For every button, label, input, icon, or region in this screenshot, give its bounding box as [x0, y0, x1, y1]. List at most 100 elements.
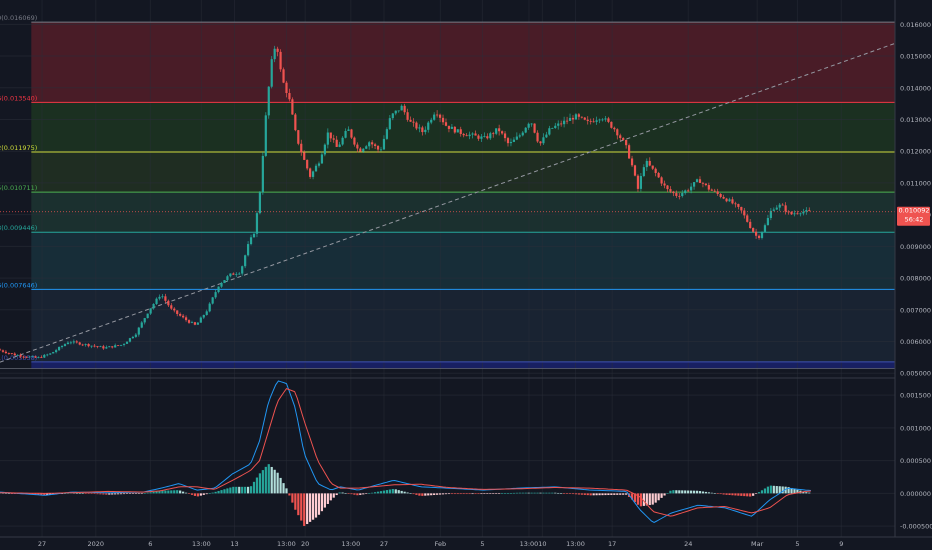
- histogram-bar: [93, 493, 96, 494]
- candle-body: [152, 303, 155, 309]
- candle-body: [341, 137, 344, 145]
- time-tick-label: 10: [538, 540, 546, 548]
- histogram-bar: [294, 493, 297, 510]
- candle-body: [660, 177, 663, 184]
- histogram-bar: [143, 493, 146, 494]
- candle-body: [211, 297, 214, 304]
- candle-body: [580, 116, 583, 118]
- histogram-bar: [740, 493, 743, 496]
- candle-body: [453, 126, 456, 133]
- histogram-bar: [757, 492, 761, 494]
- histogram-bar: [642, 493, 645, 506]
- candle-body: [187, 320, 191, 323]
- histogram-bar: [46, 493, 49, 496]
- candle-body: [793, 213, 796, 215]
- histogram-bar: [238, 486, 241, 494]
- histogram-bar: [311, 493, 315, 520]
- macd-tick-label: 0.000000: [900, 490, 931, 498]
- candle-body: [279, 51, 282, 70]
- candle-body: [483, 136, 486, 138]
- histogram-bar: [347, 493, 350, 494]
- histogram-bar: [592, 493, 595, 496]
- price-panel[interactable]: 0(0.016069) 0.236(0.013540) 0.382(0.011975…: [0, 0, 896, 537]
- histogram-bar: [288, 493, 291, 496]
- candle-body: [743, 210, 746, 216]
- histogram-bar: [341, 492, 344, 494]
- histogram-bar: [548, 492, 551, 494]
- candle-body: [270, 59, 273, 87]
- candle-body: [766, 218, 770, 226]
- candle-body: [418, 127, 421, 129]
- histogram-bar: [542, 492, 545, 494]
- candle-body: [713, 190, 716, 192]
- time-tick-label: 17: [608, 540, 616, 548]
- time-tick-label: 20: [301, 540, 309, 548]
- histogram-bar: [512, 492, 516, 494]
- histogram-bar: [43, 493, 46, 496]
- histogram-bar: [276, 472, 279, 494]
- histogram-bar: [137, 493, 140, 494]
- histogram-bar: [173, 490, 176, 494]
- candle-body: [356, 144, 359, 149]
- candle-body: [707, 185, 710, 190]
- histogram-bar: [450, 493, 453, 495]
- histogram-bar: [415, 493, 418, 495]
- time-axis[interactable]: 27 2020 6 13:00 13 13:00 20 13:00 27 Feb 5 13:00 10 1…: [0, 536, 932, 548]
- candle-body: [63, 344, 67, 346]
- candle-body: [701, 182, 705, 184]
- candle-body: [22, 356, 25, 358]
- candle-body: [808, 210, 811, 211]
- histogram-bar: [125, 493, 129, 494]
- histogram-bar: [568, 493, 572, 494]
- candle-body: [196, 322, 199, 325]
- candle-body: [158, 296, 161, 299]
- candle-body: [539, 141, 542, 144]
- candle-body: [102, 346, 105, 349]
- macd-panel[interactable]: [0, 380, 895, 527]
- trendline[interactable]: [0, 42, 896, 363]
- histogram-bar: [261, 470, 264, 494]
- time-tick-label: Feb: [435, 540, 447, 548]
- candle-body: [244, 255, 247, 267]
- histogram-bar: [424, 493, 427, 496]
- candle-body: [527, 123, 530, 128]
- histogram-bar: [743, 493, 746, 497]
- candle-body: [495, 128, 498, 134]
- histogram-bar: [802, 491, 805, 494]
- macd-axis[interactable]: 0.001500 0.001000 0.000500 0.000000 -0.00050…: [900, 392, 932, 531]
- histogram-bar: [344, 493, 347, 494]
- histogram-bar: [229, 487, 232, 494]
- candle-body: [143, 318, 146, 323]
- histogram-bar: [63, 493, 67, 494]
- histogram-bar: [196, 493, 199, 497]
- candle-body: [232, 273, 235, 275]
- candle-body: [657, 172, 660, 178]
- candle-body: [388, 118, 391, 130]
- candle-body: [329, 132, 332, 139]
- candle-body: [385, 129, 389, 139]
- candle-body: [687, 190, 690, 192]
- histogram-bar: [462, 493, 465, 495]
- candle-body: [297, 130, 300, 144]
- candle-body: [376, 145, 380, 150]
- histogram-bar: [595, 493, 598, 496]
- candle-body: [630, 158, 634, 166]
- candle-body: [114, 345, 117, 348]
- candle-body: [122, 343, 126, 345]
- histogram-bar: [687, 490, 690, 494]
- candle-body: [424, 129, 427, 133]
- candle-body: [639, 176, 643, 189]
- histogram-bar: [66, 493, 70, 494]
- candle-body: [105, 347, 108, 349]
- candle-body: [146, 313, 149, 319]
- price-tick-label: 0.015000: [900, 53, 931, 61]
- candle-body: [509, 141, 513, 144]
- candle-body: [654, 168, 657, 173]
- time-tick-label: 2020: [87, 540, 104, 548]
- histogram-bar: [403, 491, 406, 494]
- candle-body: [787, 211, 790, 213]
- candle-body: [716, 191, 719, 194]
- histogram-bar: [772, 485, 775, 494]
- histogram-bar: [438, 493, 442, 495]
